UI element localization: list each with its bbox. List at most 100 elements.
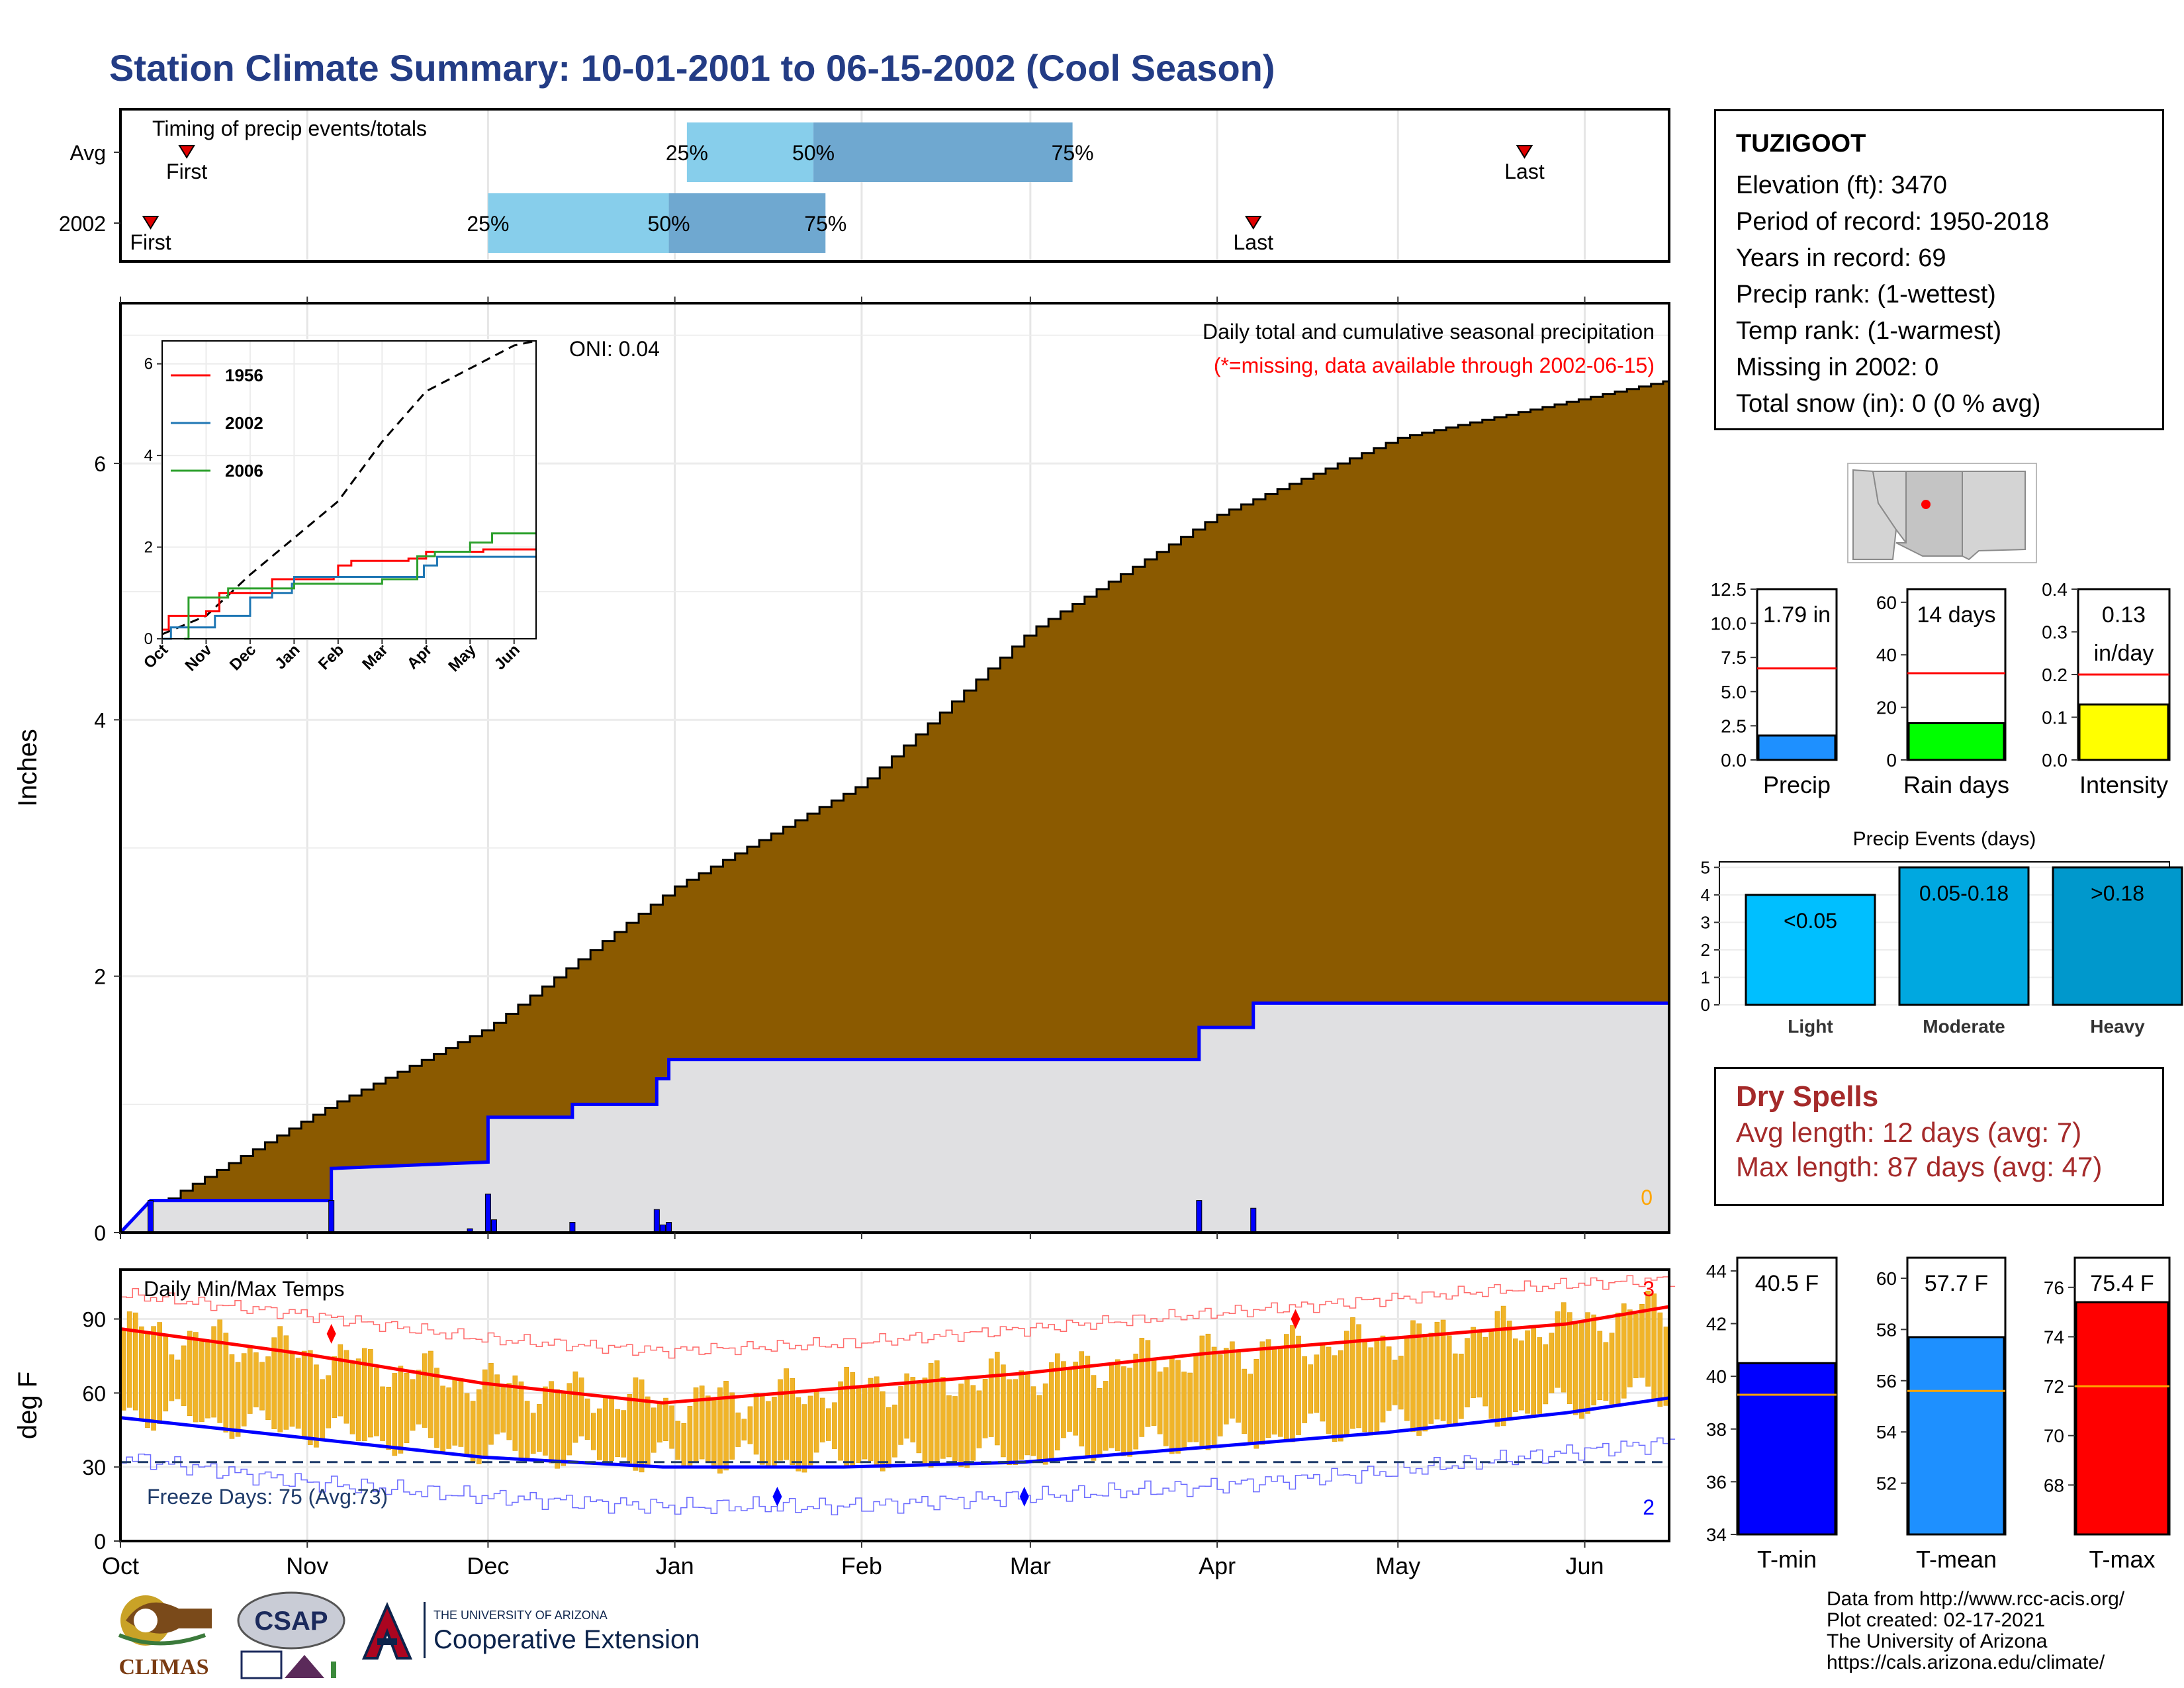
daily-temp-bar — [1506, 1321, 1512, 1419]
precip-y-tick-label: 0 — [94, 1221, 106, 1245]
daily-temp-bar — [205, 1340, 210, 1419]
daily-temp-bar — [422, 1353, 428, 1428]
bar_tmax-y-tick-label: 70 — [2044, 1426, 2064, 1446]
daily-temp-bar — [910, 1377, 916, 1442]
daily-temp-bar — [530, 1413, 536, 1454]
temp-y-tick-label: 30 — [82, 1456, 106, 1479]
bar_tmin-category-label: T-min — [1757, 1546, 1817, 1573]
daily-temp-bar — [241, 1353, 247, 1427]
daily-temp-bar — [308, 1350, 313, 1445]
temp-y-tick-label: 60 — [82, 1382, 106, 1405]
station-line-precip-rank: Precip rank: (1-wettest) — [1736, 281, 1996, 308]
bar_tmax-y-tick-label: 68 — [2044, 1475, 2064, 1495]
daily-temp-bar — [1356, 1324, 1361, 1429]
daily-temp-bar — [874, 1376, 880, 1468]
daily-temp-bar — [1482, 1336, 1488, 1407]
inset-x-tick-label: Dec — [226, 641, 259, 674]
cumulative-2002-line — [119, 1001, 1669, 1234]
bar_precip-bar — [1757, 734, 1837, 761]
bar_intensity-value-label: in/day — [2094, 641, 2154, 666]
daily-temp-bar — [549, 1381, 554, 1464]
record-low-marker — [772, 1487, 782, 1507]
station-info-box: TUZIGOOT Elevation (ft): 3470 Period of … — [1714, 109, 2164, 430]
daily-temp-bar — [838, 1381, 843, 1461]
daily-temp-bar — [338, 1344, 343, 1417]
daily-temp-bar — [844, 1367, 849, 1468]
daily-temp-bar — [633, 1377, 639, 1471]
station-line-snow: Total snow (in): 0 (0 % avg) — [1736, 390, 2041, 418]
daily-temp-bar — [1380, 1335, 1386, 1423]
daily-temp-bar — [320, 1379, 325, 1441]
daily-temp-bar — [1597, 1331, 1603, 1401]
daily-temp-bar — [784, 1368, 789, 1460]
daily-temp-bar — [536, 1404, 542, 1452]
inset-x-tick-label: Apr — [404, 641, 435, 673]
inset-frame — [161, 340, 537, 639]
daily-temp-bar — [277, 1326, 283, 1432]
daily-temp-bar — [826, 1408, 831, 1441]
daily-temp-bar — [355, 1358, 361, 1441]
station-line-missing: Missing in 2002: 0 — [1736, 353, 1939, 381]
station-name: TUZIGOOT — [1736, 130, 1866, 158]
bar_tmin-y-tick-label: 40 — [1706, 1366, 1727, 1387]
daily-temp-bar — [1115, 1359, 1120, 1452]
daily-temp-bar — [1079, 1351, 1085, 1447]
timing-row-label: 2002 — [59, 212, 106, 236]
bar_intensity-value-label: 0.13 — [2102, 602, 2146, 628]
temp-x-tick-label: Nov — [286, 1552, 328, 1579]
temp-x-tick-label: Dec — [467, 1552, 509, 1579]
precip-y-tick-label: 6 — [94, 452, 106, 476]
daily-temp-bar — [1019, 1370, 1024, 1460]
daily-temp-bar — [621, 1410, 627, 1458]
daily-temp-bar — [1410, 1320, 1416, 1432]
bar_tmax-y-tick-label: 72 — [2044, 1376, 2064, 1397]
daily-temp-bar — [500, 1385, 506, 1433]
events-y-tick-label: 5 — [1701, 857, 1710, 877]
daily-precip-bar — [148, 1200, 154, 1233]
daily-temp-bar — [193, 1332, 199, 1423]
dry-spells-max: Max length: 87 days (avg: 47) — [1736, 1151, 2103, 1182]
temp-y-tick-label: 0 — [94, 1530, 106, 1554]
timing-bar-50-75 — [668, 193, 826, 253]
daily-temp-bar — [223, 1333, 229, 1432]
temp-avg-min-line — [120, 1396, 1670, 1469]
daily-temp-bar — [1271, 1347, 1277, 1434]
timing-bar-50-75 — [813, 122, 1073, 182]
record-low-count: 2 — [1643, 1495, 1655, 1519]
inset-x-tick-label: May — [445, 641, 480, 676]
bar_tmax-y-tick-label: 74 — [2044, 1327, 2064, 1347]
daily-temp-bar — [199, 1341, 205, 1422]
bar_precip-y-tick-label: 0.0 — [1721, 750, 1747, 771]
timing-label-25: 25% — [666, 141, 708, 165]
daily-precip-bar — [491, 1219, 498, 1233]
daily-temp-bar — [572, 1371, 578, 1443]
daily-temp-bar — [747, 1406, 753, 1444]
events-bar-label: 0.05-0.18 — [1919, 881, 2009, 905]
daily-temp-bar — [1452, 1353, 1458, 1426]
bar_tmax-category-label: T-max — [2089, 1546, 2155, 1573]
station-line-years: Years in record: 69 — [1736, 244, 1946, 272]
temp-y-axis-label: deg F — [13, 1372, 42, 1439]
daily-temp-bar — [464, 1393, 470, 1454]
station-line-period: Period of record: 1950-2018 — [1736, 208, 2050, 236]
page-title: Station Climate Summary: 10-01-2001 to 0… — [109, 47, 1275, 89]
daily-temp-bar — [1488, 1329, 1494, 1419]
daily-temp-bar — [494, 1374, 500, 1434]
daily-temp-bar — [398, 1366, 404, 1454]
bar_tmin-y-tick-label: 36 — [1706, 1472, 1727, 1492]
daily-temp-bar — [645, 1396, 651, 1466]
temp-x-tick-label: Jun — [1566, 1552, 1604, 1579]
daily-temp-bar — [211, 1326, 216, 1418]
climas-logo: CLIMAS — [106, 1589, 222, 1679]
bar_raindays-y-tick-label: 20 — [1876, 698, 1897, 718]
daily-temp-bar — [410, 1379, 416, 1431]
map-state-nv — [1872, 471, 1907, 545]
timing-marker-label: Last — [1504, 160, 1545, 183]
daily-temp-bar — [1657, 1312, 1663, 1407]
daily-temp-bar — [1157, 1371, 1163, 1434]
temp-title: Daily Min/Max Temps — [144, 1277, 344, 1301]
daily-temp-bar — [235, 1362, 241, 1437]
daily-temp-bar — [1127, 1368, 1132, 1457]
daily-temp-bar — [1591, 1314, 1596, 1406]
